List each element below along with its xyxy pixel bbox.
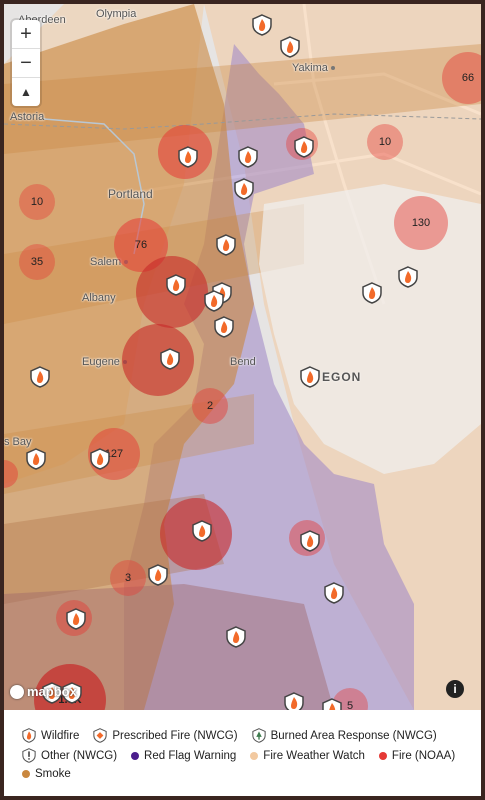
city-astoria: Astoria xyxy=(10,111,45,123)
wildfire-marker-icon[interactable] xyxy=(166,274,186,296)
wildfire-marker-icon[interactable] xyxy=(204,290,224,312)
wildfire-marker-icon[interactable] xyxy=(238,146,258,168)
wildfire-marker-icon[interactable] xyxy=(66,608,86,630)
fire-cluster[interactable]: 66 xyxy=(442,52,481,104)
fire-cluster[interactable]: 130 xyxy=(394,196,448,250)
city-eugene: Eugene xyxy=(82,356,127,368)
mapbox-attribution[interactable]: mapbox xyxy=(10,684,77,699)
smoke-swatch xyxy=(22,770,30,778)
legend-wildfire: Wildfire xyxy=(22,728,79,743)
legend-prescribed-fire: Prescribed Fire (NWCG) xyxy=(93,728,238,743)
fire-cluster[interactable]: 3 xyxy=(110,560,146,596)
wildfire-marker-icon[interactable] xyxy=(62,682,82,704)
compass-icon: ▲ xyxy=(20,85,32,99)
legend-smoke: Smoke xyxy=(22,768,71,780)
map-legend: Wildfire Prescribed Fire (NWCG) Burned A… xyxy=(4,716,481,796)
map-canvas[interactable]: Aberdeen Olympia Yakima Astoria Portland… xyxy=(4,4,481,710)
fire-noaa-swatch xyxy=(378,751,387,760)
wildfire-marker-icon[interactable] xyxy=(300,366,320,388)
mapbox-logo-icon xyxy=(10,684,24,699)
city-yakima: Yakima xyxy=(292,62,335,74)
wildfire-marker-icon[interactable] xyxy=(252,14,272,36)
burned-area-icon xyxy=(251,728,266,743)
state-label-oregon: EGON xyxy=(322,370,362,384)
wildfire-marker-icon[interactable] xyxy=(42,682,62,704)
wildfire-marker-icon[interactable] xyxy=(30,366,50,388)
wildfire-marker-icon[interactable] xyxy=(294,136,314,158)
wildfire-marker-icon[interactable] xyxy=(216,234,236,256)
wildfire-marker-icon[interactable] xyxy=(324,582,344,604)
zoom-control: + − ▲ xyxy=(12,20,40,106)
wildfire-marker-icon[interactable] xyxy=(322,698,342,710)
city-portland: Portland xyxy=(108,187,153,201)
zoom-out-button[interactable]: − xyxy=(12,49,40,78)
wildfire-marker-icon[interactable] xyxy=(284,692,304,710)
wildfire-marker-icon[interactable] xyxy=(214,316,234,338)
red-flag-swatch xyxy=(131,751,140,760)
info-button[interactable]: i xyxy=(446,680,464,698)
fire-cluster[interactable]: 35 xyxy=(19,244,55,280)
wildfire-marker-icon[interactable] xyxy=(192,520,212,542)
wildfire-marker-icon[interactable] xyxy=(234,178,254,200)
wildfire-marker-icon[interactable] xyxy=(26,448,46,470)
city-olympia: Olympia xyxy=(96,8,137,20)
wildfire-marker-icon[interactable] xyxy=(300,530,320,552)
wildfire-marker-icon[interactable] xyxy=(362,282,382,304)
fire-cluster[interactable]: 76 xyxy=(114,218,168,272)
other-icon xyxy=(22,748,36,763)
zoom-in-button[interactable]: + xyxy=(12,20,40,49)
fire-cluster[interactable]: 10 xyxy=(367,124,403,160)
fire-cluster[interactable]: 10 xyxy=(19,184,55,220)
legend-fire-weather: Fire Weather Watch xyxy=(250,750,365,762)
fire-weather-swatch xyxy=(250,751,259,760)
city-albany: Albany xyxy=(82,292,116,304)
city-coos-bay: s Bay xyxy=(4,436,32,448)
app-frame: Aberdeen Olympia Yakima Astoria Portland… xyxy=(4,4,481,796)
prescribed-fire-icon xyxy=(93,728,107,743)
city-bend: Bend xyxy=(230,356,256,368)
wildfire-marker-icon[interactable] xyxy=(226,626,246,648)
legend-burned-area: Burned Area Response (NWCG) xyxy=(251,728,437,743)
wildfire-marker-icon[interactable] xyxy=(160,348,180,370)
wildfire-marker-icon[interactable] xyxy=(148,564,168,586)
legend-other: Other (NWCG) xyxy=(22,748,117,763)
legend-red-flag: Red Flag Warning xyxy=(131,750,236,762)
info-icon: i xyxy=(453,682,457,696)
wildfire-marker-icon[interactable] xyxy=(90,448,110,470)
legend-fire-noaa: Fire (NOAA) xyxy=(378,750,455,762)
fire-cluster[interactable]: 2 xyxy=(192,388,228,424)
wildfire-marker-icon[interactable] xyxy=(398,266,418,288)
fire-cluster[interactable] xyxy=(122,324,194,396)
wildfire-marker-icon[interactable] xyxy=(280,36,300,58)
compass-button[interactable]: ▲ xyxy=(12,78,40,106)
fire-cluster[interactable] xyxy=(4,460,18,488)
wildfire-icon xyxy=(22,728,36,743)
wildfire-marker-icon[interactable] xyxy=(178,146,198,168)
